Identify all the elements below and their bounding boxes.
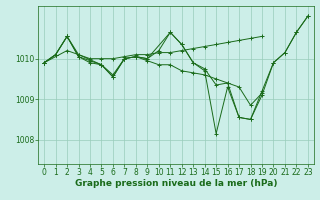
X-axis label: Graphe pression niveau de la mer (hPa): Graphe pression niveau de la mer (hPa) — [75, 179, 277, 188]
